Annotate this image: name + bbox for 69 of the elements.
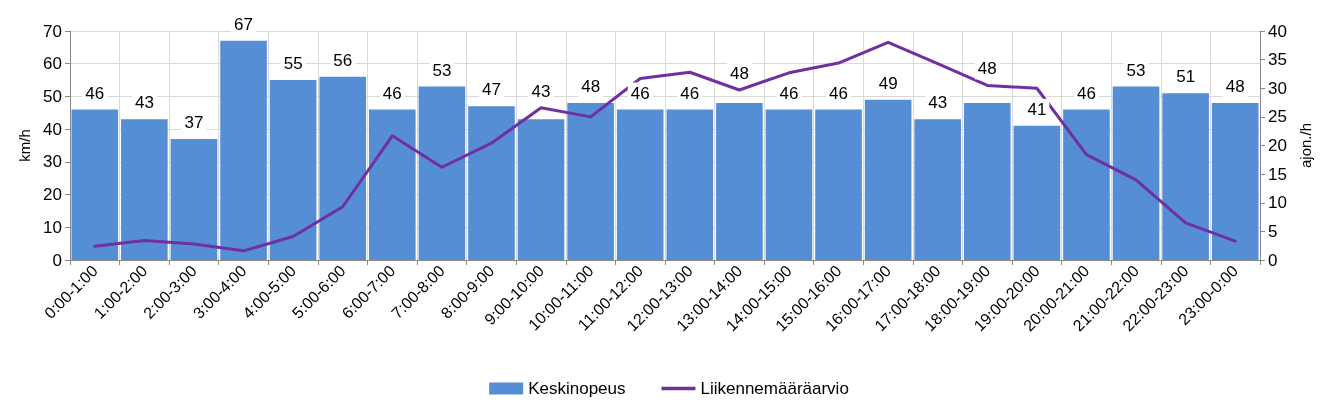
data-label: 56 <box>333 50 353 70</box>
y-axis-title: km/h <box>16 129 34 162</box>
bar <box>864 99 912 260</box>
data-label: 47 <box>482 80 501 100</box>
data-label: 43 <box>531 81 551 101</box>
bar <box>1211 102 1259 260</box>
bar <box>914 119 962 260</box>
y-tick-label: 10 <box>43 217 62 237</box>
legend-label: Keskinopeus <box>528 379 626 398</box>
y-tick-label: 20 <box>43 185 62 205</box>
y2-tick-label: 40 <box>1268 21 1287 41</box>
bar <box>71 109 119 260</box>
y2-tick-label: 15 <box>1268 164 1287 184</box>
data-label: 48 <box>1225 76 1245 96</box>
legend-label: Liikennemääräarvio <box>700 379 849 398</box>
bar <box>1112 86 1160 260</box>
bar <box>269 80 317 260</box>
bar <box>1013 125 1061 260</box>
data-label: 43 <box>134 93 154 113</box>
y-tick-label: 60 <box>43 54 62 74</box>
y2-tick-label: 20 <box>1268 136 1287 155</box>
data-label: 48 <box>977 59 997 79</box>
bar <box>616 109 664 260</box>
data-label: 46 <box>779 83 799 103</box>
data-label: 49 <box>878 73 898 93</box>
bar <box>963 102 1011 260</box>
data-label: 46 <box>630 83 650 103</box>
bar <box>815 109 862 260</box>
data-label: 46 <box>85 83 105 103</box>
bar <box>170 138 218 260</box>
data-label: 46 <box>680 83 700 103</box>
bar <box>220 40 267 260</box>
bar <box>1063 109 1110 260</box>
data-label: 48 <box>729 63 749 83</box>
bar <box>765 109 813 260</box>
y-tick-label: 0 <box>52 250 62 270</box>
data-label: 53 <box>432 60 452 80</box>
data-label: 37 <box>184 112 204 132</box>
data-label: 46 <box>1077 83 1096 103</box>
bar <box>567 102 614 260</box>
y2-tick-label: 10 <box>1268 193 1287 213</box>
data-label: 43 <box>928 93 948 113</box>
y2-tick-label: 30 <box>1268 78 1287 98</box>
data-label: 55 <box>283 54 303 74</box>
data-label: 67 <box>234 14 253 34</box>
y-tick-label: 70 <box>43 21 62 41</box>
y-tick-label: 50 <box>43 86 62 106</box>
y2-tick-label: 35 <box>1268 50 1287 70</box>
bar <box>1162 93 1209 260</box>
bar <box>716 102 763 260</box>
y2-tick-label: 5 <box>1268 221 1278 241</box>
bar <box>319 76 367 260</box>
data-label: 53 <box>1126 60 1146 80</box>
y2-axis-title: ajon./h <box>1296 122 1314 169</box>
y-tick-label: 40 <box>43 119 62 139</box>
bar <box>666 109 714 260</box>
data-label: 46 <box>829 83 848 103</box>
y2-tick-label: 25 <box>1268 107 1287 127</box>
y-tick-label: 30 <box>43 152 62 172</box>
data-label: 41 <box>1027 99 1047 119</box>
y2-tick-label: 0 <box>1268 250 1278 270</box>
data-label: 51 <box>1176 67 1196 87</box>
data-label: 48 <box>581 76 601 96</box>
bar <box>468 106 515 260</box>
bar <box>368 109 416 260</box>
bar <box>121 119 168 260</box>
bar <box>517 119 565 260</box>
data-label: 46 <box>382 83 402 103</box>
bar <box>418 86 466 260</box>
